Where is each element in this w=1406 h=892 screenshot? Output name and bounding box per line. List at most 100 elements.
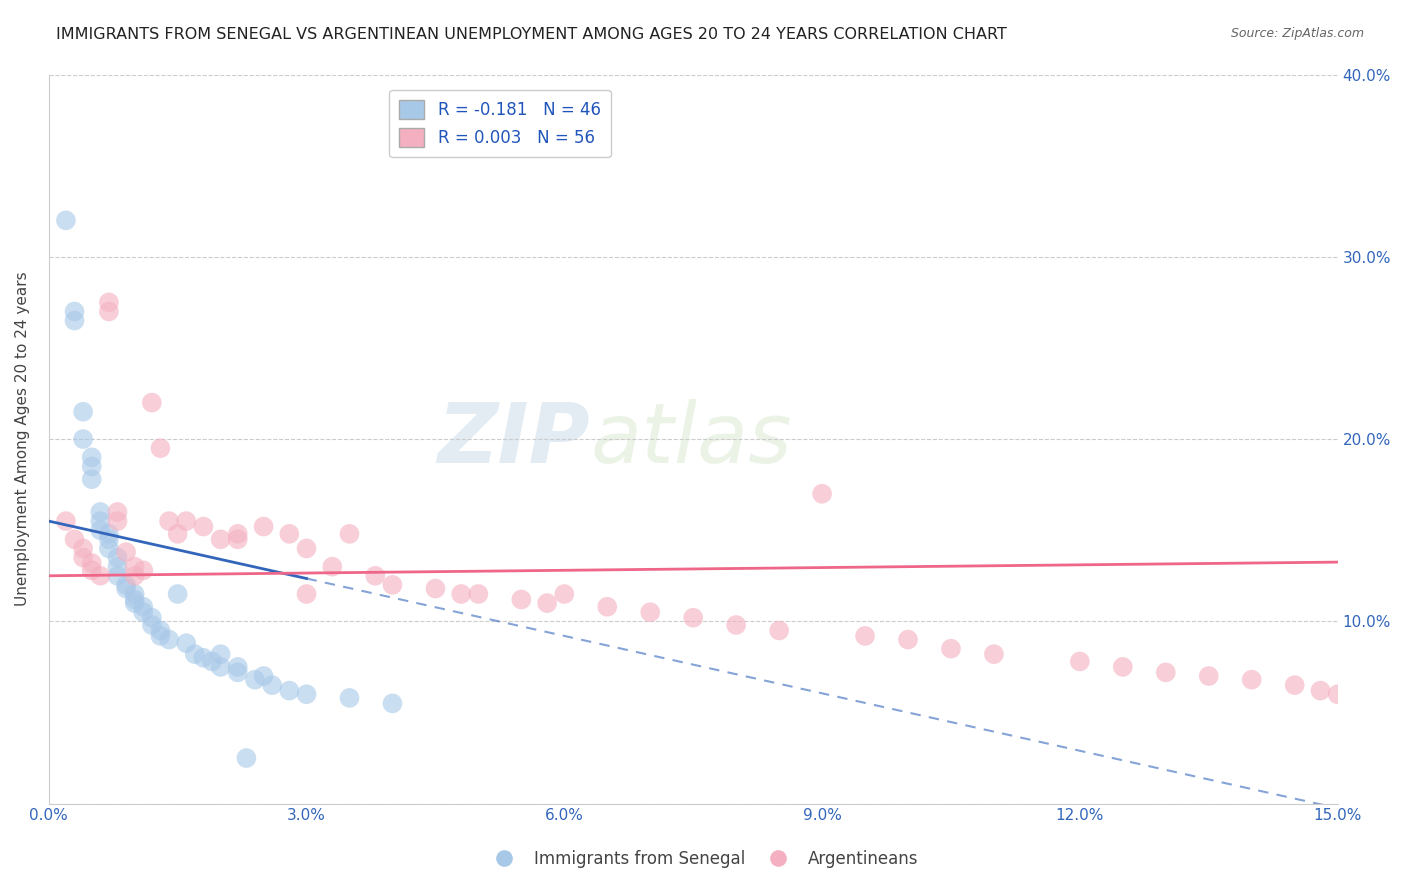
- Point: [72, 405, 94, 419]
- Point: [97, 541, 120, 556]
- Point: [55, 514, 77, 528]
- Point: [853, 629, 876, 643]
- Point: [638, 605, 661, 619]
- Point: [174, 514, 197, 528]
- Point: [115, 578, 138, 592]
- Point: [226, 526, 249, 541]
- Point: [89, 505, 111, 519]
- Point: [1326, 687, 1348, 701]
- Point: [339, 690, 361, 705]
- Point: [321, 559, 343, 574]
- Point: [209, 533, 232, 547]
- Point: [209, 647, 232, 661]
- Point: [467, 587, 489, 601]
- Point: [166, 587, 188, 601]
- Point: [295, 587, 318, 601]
- Point: [1069, 655, 1091, 669]
- Point: [124, 559, 146, 574]
- Point: [226, 665, 249, 680]
- Point: [97, 304, 120, 318]
- Point: [252, 519, 274, 533]
- Point: [124, 592, 146, 607]
- Point: [510, 592, 533, 607]
- Point: [107, 514, 129, 528]
- Point: [1240, 673, 1263, 687]
- Point: [89, 523, 111, 537]
- Point: [157, 514, 180, 528]
- Point: [235, 751, 257, 765]
- Point: [97, 295, 120, 310]
- Text: IMMIGRANTS FROM SENEGAL VS ARGENTINEAN UNEMPLOYMENT AMONG AGES 20 TO 24 YEARS CO: IMMIGRANTS FROM SENEGAL VS ARGENTINEAN U…: [56, 27, 1007, 42]
- Point: [149, 441, 172, 455]
- Point: [1198, 669, 1220, 683]
- Point: [89, 514, 111, 528]
- Point: [596, 599, 619, 614]
- Point: [381, 697, 404, 711]
- Text: ZIP: ZIP: [437, 399, 591, 480]
- Point: [226, 660, 249, 674]
- Point: [63, 313, 86, 327]
- Point: [115, 545, 138, 559]
- Point: [278, 683, 301, 698]
- Point: [80, 450, 103, 465]
- Text: Source: ZipAtlas.com: Source: ZipAtlas.com: [1230, 27, 1364, 40]
- Point: [72, 432, 94, 446]
- Point: [425, 582, 447, 596]
- Point: [107, 568, 129, 582]
- Point: [553, 587, 575, 601]
- Point: [166, 526, 188, 541]
- Point: [364, 568, 387, 582]
- Point: [141, 610, 163, 624]
- Point: [97, 526, 120, 541]
- Point: [89, 568, 111, 582]
- Point: [80, 563, 103, 577]
- Point: [209, 660, 232, 674]
- Point: [193, 650, 215, 665]
- Point: [1309, 683, 1331, 698]
- Point: [768, 624, 790, 638]
- Point: [252, 669, 274, 683]
- Point: [115, 582, 138, 596]
- Point: [295, 541, 318, 556]
- Point: [1154, 665, 1177, 680]
- Point: [811, 487, 834, 501]
- Point: [107, 505, 129, 519]
- Point: [72, 541, 94, 556]
- Point: [124, 568, 146, 582]
- Y-axis label: Unemployment Among Ages 20 to 24 years: Unemployment Among Ages 20 to 24 years: [15, 272, 30, 607]
- Point: [193, 519, 215, 533]
- Point: [63, 304, 86, 318]
- Point: [682, 610, 704, 624]
- Point: [226, 533, 249, 547]
- Point: [725, 618, 748, 632]
- Point: [132, 599, 155, 614]
- Point: [124, 596, 146, 610]
- Point: [141, 618, 163, 632]
- Point: [1284, 678, 1306, 692]
- Point: [132, 605, 155, 619]
- Legend: R = -0.181   N = 46, R = 0.003   N = 56: R = -0.181 N = 46, R = 0.003 N = 56: [389, 90, 610, 157]
- Point: [201, 655, 224, 669]
- Point: [174, 636, 197, 650]
- Point: [1112, 660, 1135, 674]
- Point: [124, 587, 146, 601]
- Point: [107, 550, 129, 565]
- Point: [983, 647, 1005, 661]
- Point: [262, 678, 284, 692]
- Point: [132, 563, 155, 577]
- Point: [149, 624, 172, 638]
- Point: [381, 578, 404, 592]
- Point: [157, 632, 180, 647]
- Point: [80, 472, 103, 486]
- Point: [80, 459, 103, 474]
- Point: [278, 526, 301, 541]
- Point: [80, 556, 103, 570]
- Point: [243, 673, 266, 687]
- Legend: Immigrants from Senegal, Argentineans: Immigrants from Senegal, Argentineans: [481, 844, 925, 875]
- Point: [107, 559, 129, 574]
- Point: [450, 587, 472, 601]
- Point: [897, 632, 920, 647]
- Point: [295, 687, 318, 701]
- Point: [97, 533, 120, 547]
- Point: [149, 629, 172, 643]
